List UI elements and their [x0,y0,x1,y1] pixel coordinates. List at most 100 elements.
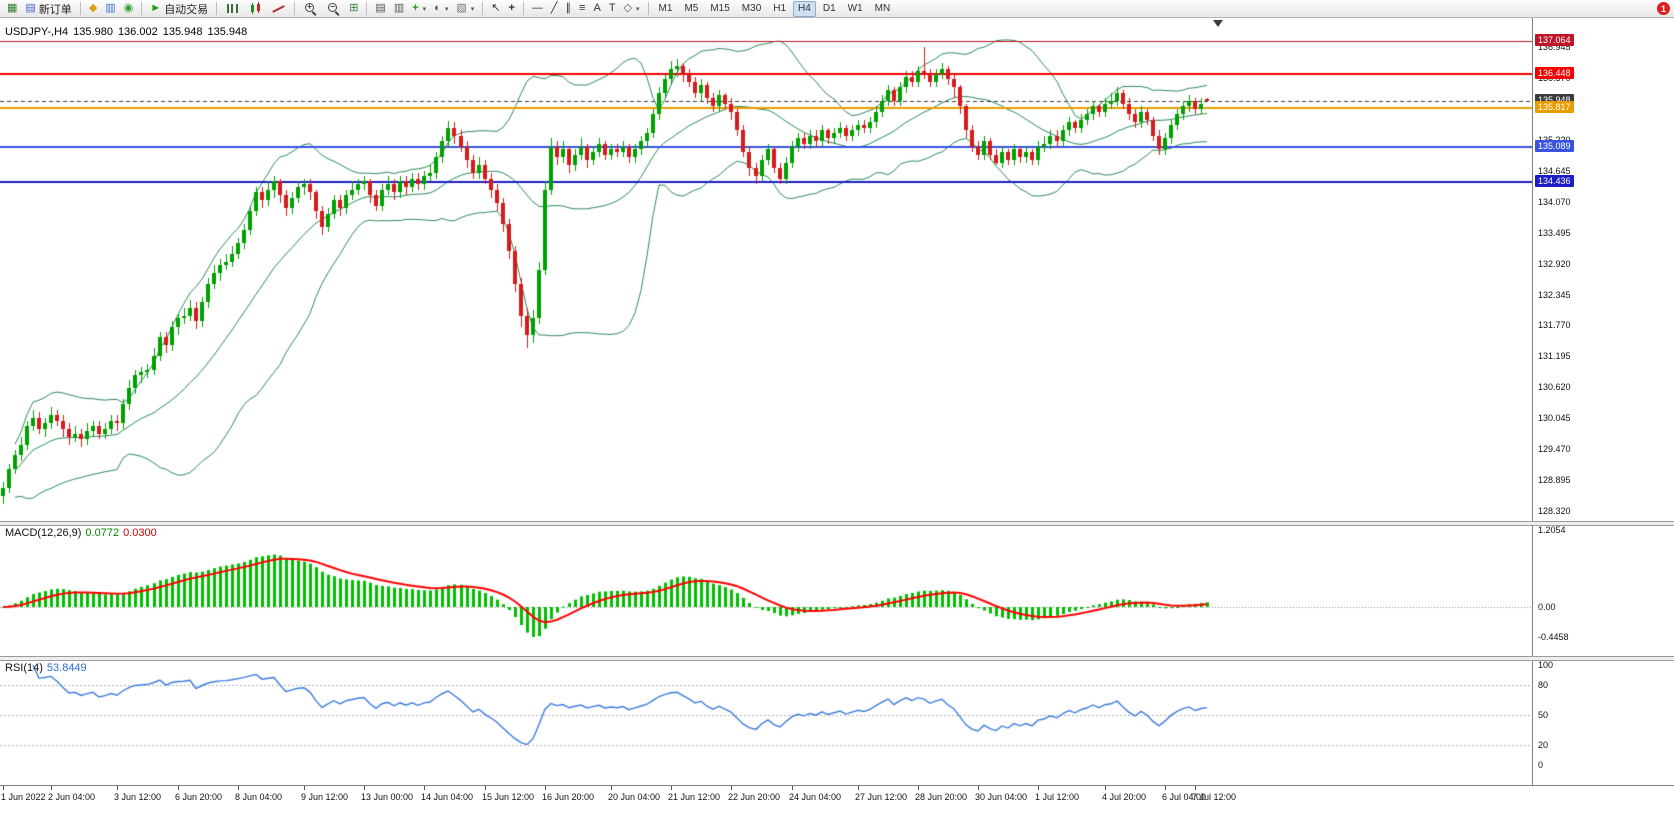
fibonacci-icon-glyph: ≡ [579,2,586,14]
zoom-in-icon[interactable]: + [300,1,321,17]
arrange-windows-icon-glyph: ▥ [393,2,405,14]
new-order-button-glyph: ▤ [25,2,36,14]
chart-shift-marker[interactable] [1213,20,1223,27]
horizontal-line-icon-glyph: — [531,2,543,14]
text-tool-icon[interactable]: A [590,1,603,17]
timeframe-d1-button[interactable]: D1 [822,3,836,14]
cursor-icon[interactable]: ↖ [488,1,503,17]
chart-symbol-period: USDJPY-,H4 [5,26,69,38]
period-menu-button[interactable]: ◐ ▾ [431,1,451,17]
time-tick [117,786,118,790]
timeframe-m1-button[interactable]: M1 [658,3,673,14]
time-tick [545,786,546,790]
arrange-windows-icon[interactable]: ▥ [391,1,407,17]
candlestick-type-icon[interactable] [245,1,266,17]
timeframe-m15-button[interactable]: M15 [710,3,730,14]
cascade-windows-icon[interactable]: ▤ [372,1,388,17]
price-line-label: 135.817 [1535,101,1574,113]
price-scale[interactable]: 136.945136.370135.795135.220134.645134.0… [1532,0,1674,825]
panel-divider[interactable] [0,521,1674,526]
time-tick [731,786,732,790]
price-tick-label: 136.945 [1538,42,1571,53]
price-tick-label: 130.620 [1538,382,1571,393]
label-tool-icon-glyph: T [608,2,616,14]
market-watch-icon-glyph: ◆ [88,2,98,14]
rsi-panel-canvas[interactable] [0,659,1532,785]
text-tool-icon-glyph: A [593,2,601,14]
terminal-icon[interactable]: ◉ [121,1,137,17]
tile-windows-icon[interactable]: ⊞ [346,1,361,17]
time-tick [238,786,239,790]
time-label: 27 Jun 12:00 [855,792,908,802]
macd-main-value: 0.0772 [85,527,120,539]
price-tick-label: 133.495 [1538,227,1571,238]
time-label: 1 Jul 12:00 [1035,792,1080,802]
timeframe-m30-button[interactable]: M30 [741,3,762,14]
panel-divider[interactable] [0,656,1674,661]
ohlc-high: 136.002 [117,26,158,38]
time-tick [671,786,672,790]
time-tick [858,786,859,790]
line-chart-type-icon[interactable] [268,1,289,17]
cursor-icon-glyph: ↖ [491,2,501,14]
timeframe-m5-button[interactable]: M5 [684,3,699,14]
main-chart-canvas[interactable] [0,18,1532,521]
bar-chart-type-icon-glyph [225,1,240,16]
terminal-icon-glyph: ◉ [123,2,134,14]
time-label: 15 Jun 12:00 [482,792,535,802]
macd-scale-label: 1.2054 [1538,525,1566,535]
shapes-menu-button[interactable]: ◇ ▾ [621,1,643,17]
toolbar-separator [366,2,368,15]
template-menu-button-glyph: ▧ [456,2,467,14]
time-label: 4 Jul 20:00 [1102,792,1147,802]
time-tick [978,786,979,790]
time-tick [1165,786,1166,790]
fibonacci-icon[interactable]: ≡ [576,1,588,17]
time-label: 7 Jul 12:00 [1192,792,1237,802]
horizontal-line-icon[interactable]: — [529,1,546,17]
time-label: 22 Jun 20:00 [728,792,781,802]
add-indicator-button[interactable]: + ▾ [409,1,429,17]
macd-panel-canvas[interactable] [0,524,1532,656]
toolbar-separator [216,2,218,15]
crosshair-icon-glyph: + [508,2,515,14]
time-tick [424,786,425,790]
template-menu-button[interactable]: ▧ ▾ [453,1,477,17]
template-menu-button-dropdown-arrow: ▾ [470,5,475,13]
label-tool-icon[interactable]: T [606,1,619,17]
trendline-icon-glyph: ╱ [550,2,558,14]
crosshair-icon[interactable]: + [505,1,517,17]
price-tick-label: 131.195 [1538,351,1571,362]
time-label: 6 Jul 04:00 [1162,792,1207,802]
macd-scale-label: 0.00 [1538,602,1556,612]
add-indicator-button-glyph: + [412,2,419,14]
ohlc-low: 135.948 [162,26,203,38]
chart-window-icon[interactable]: ▦ [4,1,20,17]
time-label: 21 Jun 12:00 [668,792,721,802]
time-label: 28 Jun 20:00 [915,792,968,802]
channel-icon[interactable]: ∥ [563,1,575,17]
navigator-icon-glyph: ▥ [105,2,116,14]
time-tick [1105,786,1106,790]
rsi-scale-label: 50 [1538,710,1549,720]
timeframe-mn-button[interactable]: MN [874,3,891,14]
price-tick-label: 134.645 [1538,165,1571,176]
cascade-windows-icon-glyph: ▤ [375,2,386,14]
bar-chart-type-icon[interactable] [222,1,243,17]
timeframe-h1-button[interactable]: H1 [773,3,787,14]
trendline-icon[interactable]: ╱ [548,1,561,17]
autotrading-button[interactable]: ► 自动交易 [147,1,211,17]
timeframe-w1-button[interactable]: W1 [847,3,863,14]
notification-badge[interactable]: 1 [1657,2,1670,15]
timeframe-h4-button[interactable]: H4 [793,0,816,17]
navigator-icon[interactable]: ▥ [102,1,118,17]
time-scale[interactable]: 1 Jun 2022 2 Jun 04:00 3 Jun 12:00 6 Jun 20… [0,785,1532,810]
rsi-name: RSI(14) [5,662,43,674]
zoom-out-icon[interactable]: − [323,1,344,17]
market-watch-icon[interactable]: ◆ [86,1,100,17]
time-label: 16 Jun 20:00 [542,792,595,802]
new-order-button[interactable]: ▤ 新订单 [22,1,74,17]
chart-window-icon-glyph: ▦ [7,2,18,14]
toolbar-separator [141,2,143,15]
